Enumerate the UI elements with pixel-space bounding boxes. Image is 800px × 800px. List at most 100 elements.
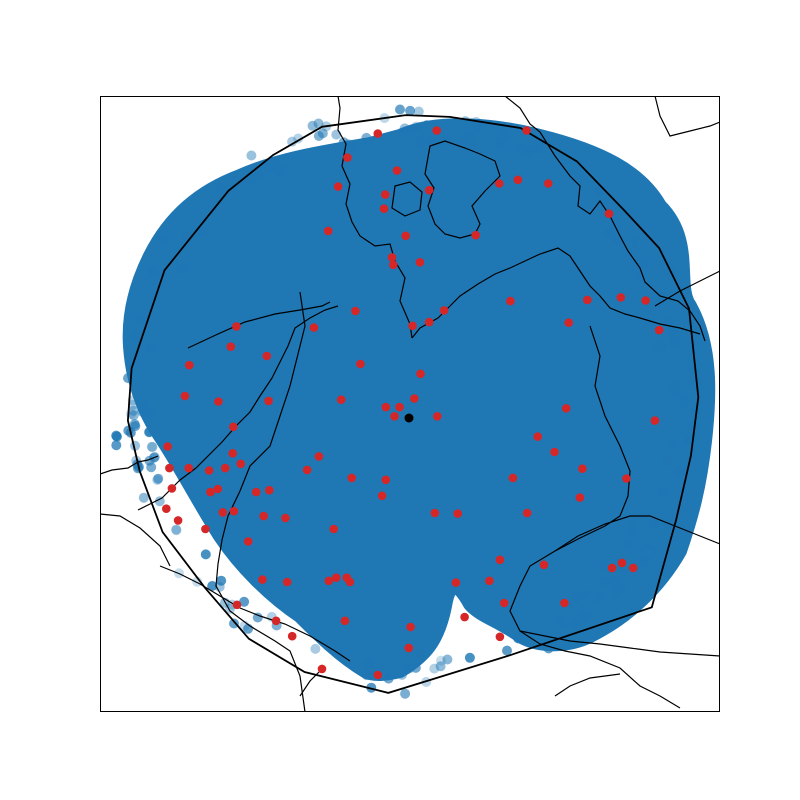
station-marker bbox=[236, 459, 245, 469]
coverage-point bbox=[239, 596, 250, 607]
map-border bbox=[100, 96, 720, 712]
station-marker bbox=[347, 473, 356, 483]
coverage-hull bbox=[126, 114, 700, 694]
station-marker bbox=[650, 416, 660, 425]
coverage-point bbox=[246, 150, 257, 161]
coverage-point bbox=[284, 157, 295, 168]
station-marker bbox=[282, 577, 292, 587]
station-marker bbox=[404, 643, 414, 653]
coverage-point bbox=[331, 129, 342, 140]
station-marker bbox=[323, 226, 333, 236]
station-marker bbox=[471, 230, 481, 240]
station-marker bbox=[229, 506, 239, 516]
coastlines bbox=[100, 96, 720, 712]
coverage-point bbox=[485, 125, 496, 136]
coverage-point bbox=[670, 388, 681, 399]
coverage-point bbox=[678, 397, 689, 408]
station-marker bbox=[317, 664, 327, 674]
station-marker bbox=[533, 432, 542, 441]
station-marker bbox=[163, 442, 172, 451]
coverage-point bbox=[444, 119, 455, 130]
coverage-point bbox=[413, 106, 424, 117]
border-switzerland bbox=[159, 565, 351, 662]
coverage-point bbox=[310, 643, 321, 654]
coastline-funen bbox=[391, 181, 423, 217]
station-marker bbox=[281, 513, 290, 523]
coverage-point bbox=[521, 149, 532, 160]
coverage-point bbox=[411, 121, 422, 132]
coverage-point bbox=[662, 455, 673, 466]
station-marker bbox=[641, 296, 650, 305]
coverage-point bbox=[604, 553, 615, 564]
coverage-point bbox=[229, 618, 239, 629]
coverage-point bbox=[674, 468, 685, 479]
station-marker bbox=[324, 576, 334, 586]
coverage-point bbox=[129, 419, 140, 430]
coverage-point bbox=[147, 267, 158, 277]
station-marker bbox=[513, 175, 523, 185]
coverage-point bbox=[291, 163, 302, 174]
coverage-point bbox=[649, 517, 660, 528]
station-marker bbox=[410, 394, 419, 403]
coverage-point bbox=[650, 304, 660, 315]
coastline-belgium-france bbox=[100, 455, 159, 475]
coastline-north-sea bbox=[137, 305, 339, 511]
station-marker bbox=[622, 474, 631, 483]
coverage-point bbox=[571, 174, 582, 185]
station-marker bbox=[583, 295, 592, 305]
station-marker bbox=[561, 404, 571, 413]
coastline-sweden bbox=[504, 96, 706, 342]
coverage-point bbox=[138, 400, 149, 411]
station-marker bbox=[564, 318, 573, 327]
coverage-point bbox=[139, 367, 150, 378]
station-marker bbox=[416, 369, 425, 379]
station-marker bbox=[262, 351, 272, 361]
station-marker bbox=[162, 504, 171, 513]
station-marker bbox=[381, 402, 391, 412]
coverage-point bbox=[364, 657, 375, 668]
coverage-point bbox=[415, 137, 426, 148]
coverage-point bbox=[128, 410, 139, 421]
coverage-point bbox=[664, 316, 675, 327]
coverage-point bbox=[128, 405, 139, 416]
station-marker bbox=[506, 296, 515, 306]
border-czech bbox=[554, 515, 720, 552]
coverage-point bbox=[405, 105, 416, 116]
station-marker bbox=[424, 317, 434, 327]
coverage-point bbox=[636, 250, 647, 261]
coverage-point bbox=[588, 601, 599, 612]
station-marker bbox=[379, 204, 389, 213]
coverage-point bbox=[664, 447, 675, 458]
coverage-point bbox=[410, 662, 421, 673]
station-marker bbox=[485, 576, 494, 586]
coverage-point bbox=[416, 649, 426, 659]
coverage-point bbox=[668, 438, 679, 449]
station-marker bbox=[309, 323, 319, 332]
coverage-point bbox=[543, 607, 554, 618]
station-marker bbox=[495, 555, 505, 565]
station-marker bbox=[232, 322, 241, 331]
coverage-point bbox=[646, 499, 657, 509]
coverage-point bbox=[580, 588, 590, 599]
coverage-point bbox=[604, 227, 615, 238]
station-marker bbox=[395, 402, 404, 412]
coverage-point bbox=[203, 224, 214, 235]
coverage-point bbox=[610, 578, 621, 589]
coverage-point bbox=[383, 673, 394, 684]
coverage-point bbox=[264, 162, 275, 173]
coverage-point bbox=[599, 577, 610, 588]
coastline-jutland bbox=[337, 96, 413, 339]
station-marker bbox=[180, 391, 190, 401]
station-marker bbox=[258, 575, 267, 584]
station-marker bbox=[373, 129, 383, 138]
coverage-point bbox=[440, 135, 451, 146]
coverage-point bbox=[464, 652, 475, 663]
station-markers bbox=[162, 126, 664, 680]
coastline-baltic bbox=[411, 247, 701, 339]
coverage-point bbox=[138, 492, 149, 503]
coverage-point bbox=[435, 661, 446, 672]
coverage-point bbox=[653, 347, 663, 358]
station-marker bbox=[604, 209, 614, 218]
coverage-point bbox=[426, 136, 437, 147]
station-marker bbox=[616, 293, 626, 302]
